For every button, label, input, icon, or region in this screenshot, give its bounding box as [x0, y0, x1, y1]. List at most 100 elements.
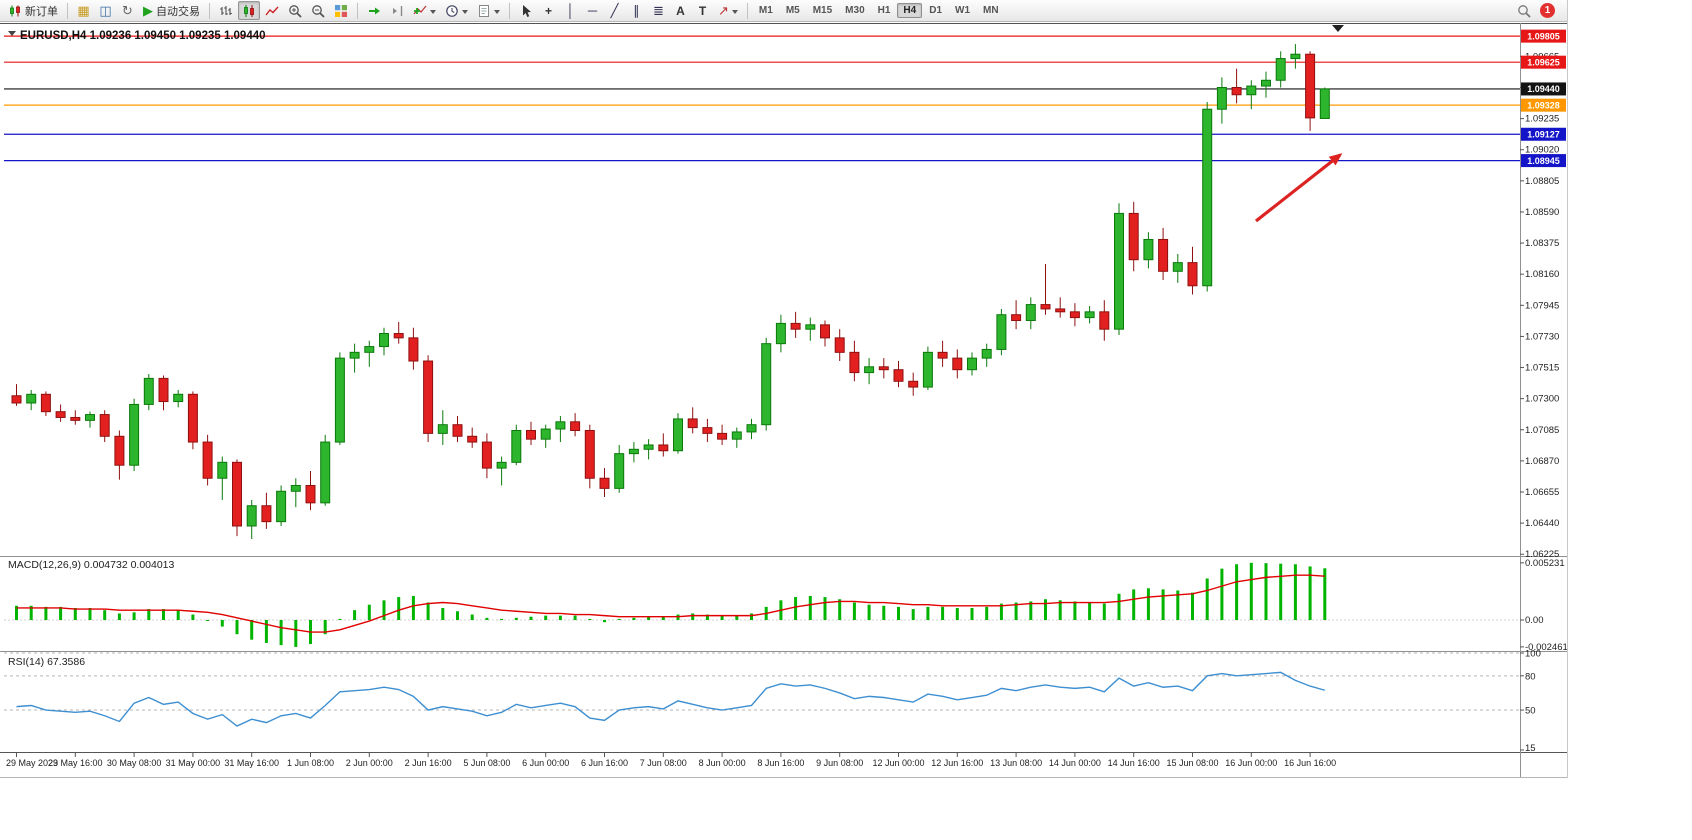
timeframe-w1-button[interactable]: W1	[949, 3, 976, 18]
macd-bar	[1044, 599, 1047, 620]
charts-grid-button[interactable]: ▦	[73, 1, 94, 20]
macd-bar	[823, 597, 827, 620]
annotation-arrow[interactable]	[1255, 153, 1343, 223]
text-tool-button[interactable]: A	[670, 1, 691, 20]
macd-bar	[353, 610, 357, 620]
vertical-line-tool-button[interactable]: │	[560, 1, 581, 20]
svg-text:1.09440: 1.09440	[1527, 84, 1560, 94]
timeframe-mn-button[interactable]: MN	[977, 3, 1005, 18]
macd-bar	[264, 620, 268, 643]
chart-canvas[interactable]: EURUSD,H4 1.09236 1.09450 1.09235 1.0944…	[0, 0, 1567, 778]
navigator-button[interactable]: ◫	[95, 1, 116, 20]
price-badge-1.09328: 1.09328	[1521, 98, 1566, 112]
horizontal-line-tool-button[interactable]: ─	[582, 1, 603, 20]
text-label-tool-button[interactable]: T	[692, 1, 713, 20]
candle	[379, 327, 389, 356]
macd-bar	[88, 607, 92, 620]
candle-chart-mode-button[interactable]	[238, 1, 260, 20]
channel-tool-button[interactable]: ∥	[626, 1, 647, 20]
periods-menu-button[interactable]	[441, 1, 472, 20]
price-axis[interactable]: 1.096651.094501.092351.090201.088051.085…	[1520, 51, 1559, 560]
fibonacci-tool-button[interactable]: ≣	[648, 1, 669, 20]
zoom-in-button[interactable]	[284, 1, 306, 20]
timeframe-m15-button[interactable]: M15	[807, 3, 838, 18]
macd-bar	[162, 609, 165, 620]
candle	[452, 416, 463, 443]
chart-header-collapse-icon[interactable]	[8, 31, 16, 36]
candle	[187, 391, 198, 450]
toolbar-separator	[67, 2, 68, 19]
navigator-icon: ◫	[99, 2, 112, 18]
macd-bar	[544, 615, 548, 620]
candle	[628, 442, 639, 463]
arrows-tool-button[interactable]: ↗	[714, 1, 742, 20]
zoom-out-button[interactable]	[307, 1, 329, 20]
price-tick-label: 1.08590	[1525, 207, 1559, 218]
macd-bar	[705, 614, 709, 620]
candle	[143, 374, 154, 411]
templates-menu-button[interactable]	[473, 1, 504, 20]
macd-signal-line	[16, 574, 1325, 633]
timeframe-d1-button[interactable]: D1	[923, 3, 948, 18]
macd-bar	[720, 615, 724, 620]
timeframe-m30-button[interactable]: M30	[839, 3, 870, 18]
time-tick-label: 31 May 00:00	[166, 758, 221, 768]
timeframe-m5-button[interactable]: M5	[780, 3, 806, 18]
chart-shift-button[interactable]	[386, 1, 408, 20]
price-tick-label: 1.07085	[1525, 425, 1559, 436]
candle	[1025, 297, 1036, 330]
macd-bar	[1102, 603, 1106, 620]
time-tick-label: 13 Jun 08:00	[990, 758, 1042, 768]
price-tick-label: 1.06225	[1525, 549, 1559, 560]
timeframe-h4-button[interactable]: H4	[897, 3, 923, 18]
crosshair-tool-button[interactable]: +	[538, 1, 559, 20]
line-chart-mode-button[interactable]	[261, 1, 283, 20]
candle	[423, 355, 434, 443]
cursor-tool-button[interactable]	[515, 1, 537, 20]
macd-axis-label: 0.005231	[1525, 558, 1565, 569]
time-tick-label: 7 Jun 08:00	[640, 758, 687, 768]
search-button[interactable]	[1513, 1, 1535, 20]
candle	[246, 499, 257, 540]
macd-bar	[470, 614, 474, 620]
candle	[320, 434, 331, 506]
candle	[1143, 232, 1154, 269]
macd-bar	[955, 607, 959, 620]
candle	[599, 468, 610, 498]
zoom-in-icon	[289, 4, 302, 18]
auto-scroll-button[interactable]	[363, 1, 385, 20]
candle	[731, 427, 742, 448]
macd-bar	[441, 607, 445, 620]
macd-bar	[1308, 566, 1312, 620]
time-tick-label: 12 Jun 00:00	[872, 758, 924, 768]
price-tick-label: 1.08805	[1525, 176, 1559, 187]
auto-trading-button[interactable]: ▶ 自动交易	[139, 1, 204, 20]
candle	[878, 358, 889, 379]
macd-bar	[838, 599, 842, 620]
timeframe-h1-button[interactable]: H1	[872, 3, 897, 18]
candle	[393, 321, 404, 344]
indicators-menu-button[interactable]	[409, 1, 440, 20]
macd-bar	[191, 614, 195, 620]
arrows-icon: ↗	[718, 2, 729, 18]
refresh-button[interactable]: ↻	[117, 1, 138, 20]
candle	[511, 424, 522, 466]
toolbar-separator	[509, 2, 510, 19]
candle	[687, 407, 698, 434]
candle	[1040, 264, 1051, 315]
macd-bar	[529, 616, 533, 620]
tile-windows-button[interactable]	[330, 1, 352, 20]
timeframe-m1-button[interactable]: M1	[753, 3, 779, 18]
macd-bar	[808, 595, 812, 620]
macd-panel: MACD(12,26,9) 0.004732 0.004013 0.005231 0…	[4, 558, 1567, 653]
toolbar-separator	[209, 2, 210, 19]
bar-chart-mode-button[interactable]	[215, 1, 237, 20]
candle	[276, 485, 287, 526]
notification-badge[interactable]: 1	[1540, 3, 1555, 18]
new-order-button[interactable]: 新订单	[4, 1, 62, 20]
dropdown-caret-icon	[430, 9, 436, 17]
tile-windows-icon	[335, 4, 347, 17]
trendline-tool-button[interactable]: ╱	[604, 1, 625, 20]
chart-shift-marker[interactable]	[1332, 25, 1344, 32]
